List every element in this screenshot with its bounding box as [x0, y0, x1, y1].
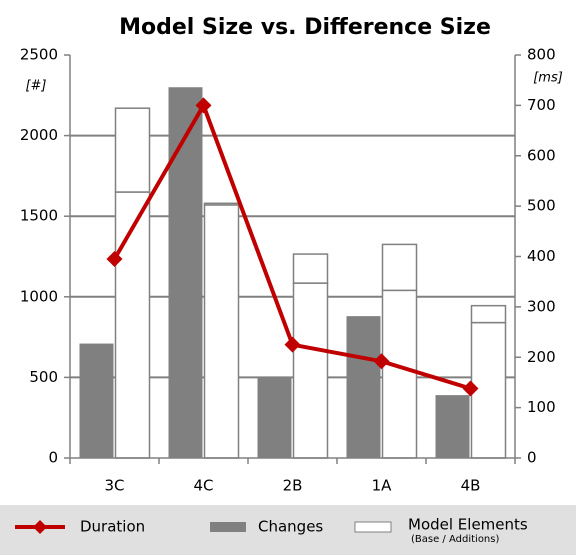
y2-tick-label: 0 — [527, 449, 537, 467]
changes-bar — [257, 377, 292, 458]
model-base-bar — [203, 204, 240, 459]
duration-marker — [373, 353, 390, 370]
duration-marker — [106, 251, 123, 268]
legend-label: Model Elements — [408, 516, 528, 534]
legend-model-swatch — [354, 521, 392, 533]
duration-marker — [462, 380, 479, 397]
y-tick-label: 1000 — [20, 287, 58, 305]
changes-bar — [168, 87, 203, 459]
model-additions-bar — [470, 304, 507, 324]
model-additions-bar — [114, 107, 151, 193]
y2-tick-label: 500 — [527, 197, 556, 215]
x-tick-label: 1A — [372, 477, 393, 495]
x-tick-label: 3C — [104, 477, 124, 495]
model-base-bar — [381, 289, 418, 459]
model-base-bar — [292, 282, 329, 459]
x-tick-label: 4C — [193, 477, 213, 495]
legend-label: Duration — [80, 518, 145, 536]
y2-tick-label: 800 — [527, 46, 556, 64]
y2-tick-label: 100 — [527, 398, 556, 416]
legend-background — [0, 505, 576, 555]
y2-tick-label: 700 — [527, 96, 556, 114]
changes-bar — [79, 343, 114, 458]
y2-tick-label: 600 — [527, 146, 556, 164]
legend-changes-swatch — [210, 522, 246, 532]
chart-title: Model Size vs. Difference Size — [119, 15, 491, 40]
x-tick-label: 4B — [461, 477, 481, 495]
legend-note: (Base / Additions) — [411, 534, 499, 545]
y2-tick-label: 400 — [527, 247, 556, 265]
changes-bar — [346, 316, 381, 458]
model-additions-bar — [292, 253, 329, 284]
model-additions-bar — [203, 202, 240, 206]
duration-marker — [195, 97, 212, 114]
y-tick-label: 0 — [48, 449, 58, 467]
y2-axis-label: [ms] — [533, 71, 563, 86]
model-additions-bar — [381, 243, 418, 292]
legend-label: Changes — [258, 518, 323, 536]
y-tick-label: 2500 — [20, 46, 58, 64]
y-tick-label: 1500 — [20, 207, 58, 225]
changes-bar — [435, 395, 470, 458]
y-tick-label: 500 — [29, 368, 58, 386]
y-tick-label: 2000 — [20, 126, 58, 144]
y-axis-label: [#] — [25, 79, 46, 94]
duration-marker — [284, 336, 301, 353]
legend-duration-marker — [33, 520, 47, 534]
y2-tick-label: 200 — [527, 348, 556, 366]
y2-tick-label: 300 — [527, 297, 556, 315]
x-tick-label: 2B — [283, 477, 303, 495]
